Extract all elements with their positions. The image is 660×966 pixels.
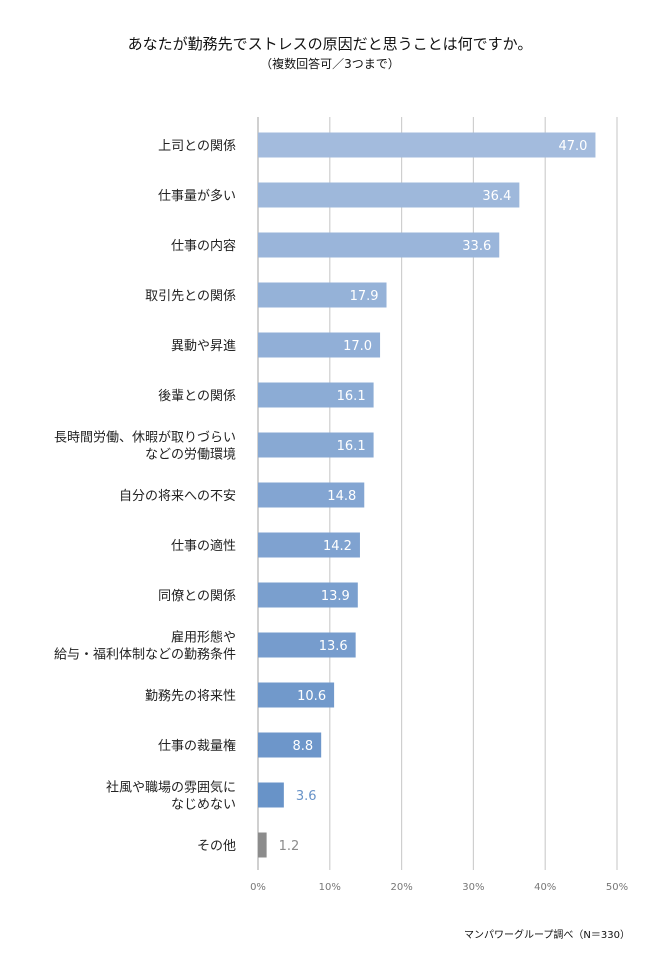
bar: [258, 432, 374, 458]
data-label: 16.1: [337, 389, 366, 404]
bar: [258, 232, 500, 258]
data-label: 13.6: [319, 639, 348, 654]
data-label: 10.6: [297, 689, 326, 704]
bar: [258, 682, 335, 708]
category-label: 雇用形態や: [171, 630, 236, 646]
category-label: 給与・福利体制などの勤務条件: [54, 647, 236, 663]
chart-title: あなたが勤務先でストレスの原因だと思うことは何ですか。: [127, 35, 533, 53]
data-label: 47.0: [559, 139, 588, 154]
bar: [258, 582, 358, 608]
bar: [258, 132, 596, 158]
category-label: 同僚との関係: [158, 589, 236, 604]
x-tick-label: 40%: [534, 882, 556, 893]
category-label: 勤務先の将来性: [145, 689, 236, 704]
data-label: 33.6: [462, 239, 491, 254]
bar: [258, 532, 360, 558]
category-label: などの労働環境: [145, 448, 236, 463]
data-label: 3.6: [296, 789, 317, 804]
category-label: 自分の将来への不安: [119, 489, 236, 504]
data-label: 1.2: [279, 839, 300, 854]
category-label: 仕事量が多い: [158, 188, 236, 204]
category-label: 仕事の内容: [171, 238, 236, 254]
data-label: 8.8: [292, 739, 313, 754]
bar: [258, 732, 322, 758]
bar: [258, 382, 374, 408]
category-label: 後輩との関係: [158, 389, 236, 404]
bar: [258, 632, 356, 658]
category-label: 仕事の適性: [171, 538, 236, 554]
bar: [258, 782, 284, 808]
category-label: 長時間労働、休暇が取りづらい: [54, 431, 236, 446]
category-label: 上司との関係: [158, 139, 236, 154]
data-label: 13.9: [321, 589, 350, 604]
category-label: 仕事の裁量権: [158, 738, 236, 754]
bar: [258, 482, 365, 508]
data-label: 17.0: [343, 339, 372, 354]
category-label: なじめない: [171, 798, 236, 813]
x-tick-label: 20%: [390, 882, 412, 893]
data-label: 16.1: [337, 439, 366, 454]
data-label: 14.2: [323, 539, 352, 554]
bar: [258, 182, 520, 208]
source-note: マンパワーグループ調べ（N＝330）: [464, 930, 630, 941]
category-label: その他: [197, 839, 236, 854]
category-label: 取引先との関係: [145, 289, 236, 304]
category-label: 社風や職場の雰囲気に: [106, 780, 236, 796]
bar: [258, 332, 381, 358]
chart-subtitle: （複数回答可／3つまで）: [260, 57, 400, 71]
bar: [258, 832, 267, 858]
x-tick-label: 10%: [319, 882, 341, 893]
data-label: 36.4: [482, 189, 511, 204]
category-label: 異動や昇進: [171, 339, 236, 354]
x-tick-label: 0%: [250, 882, 266, 893]
data-label: 14.8: [327, 489, 356, 504]
x-tick-label: 50%: [606, 882, 628, 893]
x-tick-label: 30%: [462, 882, 484, 893]
data-label: 17.9: [350, 289, 379, 304]
bar: [258, 282, 387, 308]
